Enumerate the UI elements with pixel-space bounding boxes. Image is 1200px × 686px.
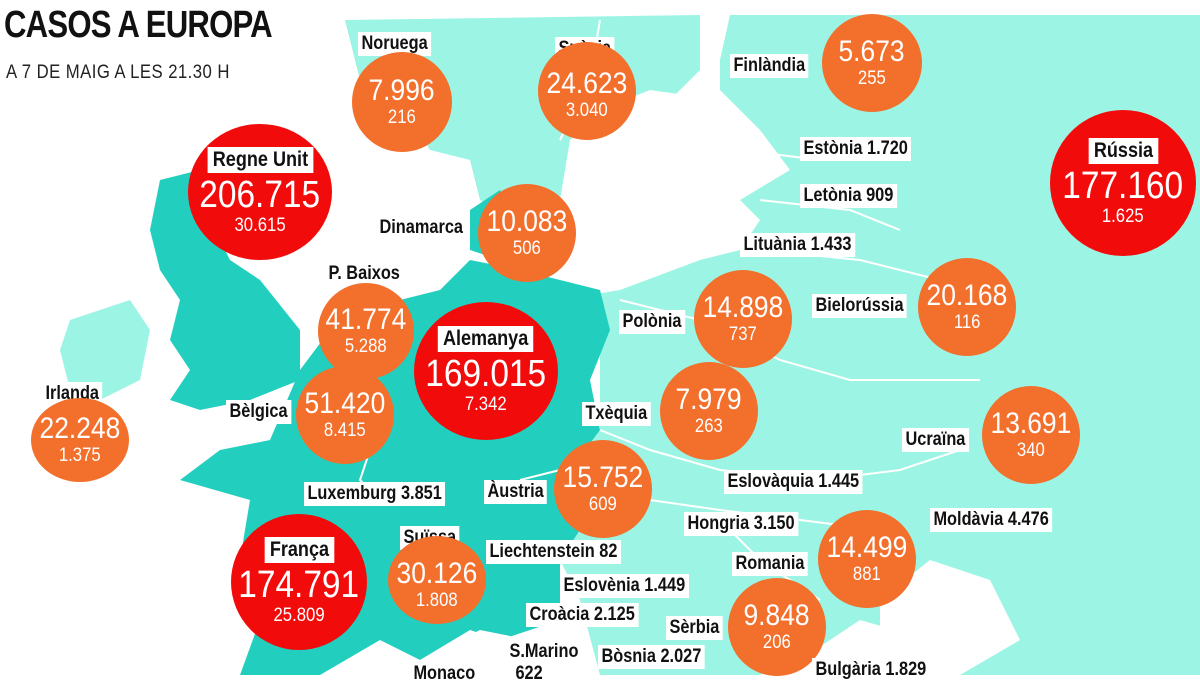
label-romania: Romania	[732, 552, 808, 576]
label-lituania: Lituània 1.433	[740, 233, 855, 257]
bubble-txequia: 7.979 263	[660, 362, 758, 460]
label-finlandia: Finlàndia	[730, 54, 809, 78]
label-hongria: Hongria 3.150	[684, 512, 799, 536]
country-name: França	[264, 537, 334, 563]
cases-value: 7.996	[368, 74, 436, 107]
bubble-noruega: 7.996 216	[352, 52, 452, 152]
cases-value: 7.979	[675, 383, 743, 416]
deaths-value: 5.288	[345, 336, 387, 357]
label-ucraina: Ucraïna	[902, 428, 969, 452]
label-monaco: Monaco	[410, 662, 479, 686]
cases-value: 177.160	[1062, 165, 1184, 207]
cases-value: 14.499	[826, 531, 908, 564]
bubble-p-baixos: 41.774 5.288	[318, 283, 414, 379]
bubble-ucraina: 13.691 340	[982, 386, 1080, 484]
label-estonia: Estònia 1.720	[800, 137, 912, 161]
britain-land	[150, 170, 300, 410]
label-liechtenstein: Liechtenstein 82	[486, 540, 621, 564]
label-bosnia: Bòsnia 2.027	[598, 645, 705, 669]
bubble-finlandia: 5.673 255	[822, 14, 922, 112]
bubble-serbia: 9.848 206	[728, 578, 826, 676]
label-belgica: Bèlgica	[226, 400, 292, 424]
bubble-romania: 14.499 881	[818, 510, 916, 608]
bubble-austria: 15.752 609	[554, 440, 652, 538]
label-txequia: Txèquia	[582, 402, 651, 426]
label-san-marino-value: 622	[512, 662, 547, 686]
cases-value: 30.126	[396, 557, 478, 590]
deaths-value: 216	[388, 107, 416, 128]
label-eslovaquia: Eslovàquia 1.445	[724, 470, 863, 494]
deaths-value: 25.809	[273, 605, 325, 626]
bubble-alemanya: Alemanya 169.015 7.342	[414, 302, 558, 440]
cases-value: 24.623	[546, 67, 628, 100]
deaths-value: 3.040	[566, 100, 608, 121]
cases-value: 22.248	[39, 412, 121, 445]
label-luxemburg: Luxemburg 3.851	[304, 482, 446, 506]
deaths-value: 1.808	[416, 590, 458, 611]
deaths-value: 881	[853, 564, 881, 585]
deaths-value: 7.342	[465, 394, 507, 415]
baltic-sea	[540, 90, 760, 290]
deaths-value: 506	[513, 238, 541, 259]
deaths-value: 8.415	[324, 420, 366, 441]
bubble-bielorussia: 20.168 116	[918, 258, 1016, 356]
cases-value: 5.673	[838, 35, 906, 68]
cases-value: 13.691	[990, 407, 1072, 440]
bubble-polonia: 14.898 737	[694, 270, 792, 368]
cases-value: 20.168	[926, 279, 1008, 312]
bubble-russia: Rússia 177.160 1.625	[1050, 110, 1196, 256]
bubble-franca: França 174.791 25.809	[231, 514, 367, 650]
label-bielorussia: Bielorússia	[812, 294, 907, 318]
label-croacia: Croàcia 2.125	[526, 603, 639, 627]
label-moldavia: Moldàvia 4.476	[930, 508, 1053, 532]
deaths-value: 1.375	[59, 445, 101, 466]
bubble-belgica: 51.420 8.415	[296, 366, 394, 464]
deaths-value: 340	[1017, 440, 1045, 461]
deaths-value: 737	[729, 324, 757, 345]
deaths-value: 30.615	[234, 215, 286, 236]
cases-value: 15.752	[562, 461, 644, 494]
deaths-value: 609	[589, 494, 617, 515]
deaths-value: 263	[695, 416, 723, 437]
cases-value: 169.015	[425, 353, 547, 395]
bubble-regne-unit: Regne Unit 206.715 30.615	[188, 124, 332, 260]
cases-value: 51.420	[304, 387, 386, 420]
ireland-land	[60, 300, 150, 400]
cases-value: 206.715	[199, 174, 321, 216]
country-name: Regne Unit	[207, 147, 313, 173]
deaths-value: 206	[763, 632, 791, 653]
deaths-value: 255	[858, 68, 886, 89]
label-letonia: Letònia 909	[800, 184, 897, 208]
country-name: Alemanya	[438, 326, 534, 352]
label-san-marino: S.Marino	[506, 640, 582, 664]
cases-value: 174.791	[238, 564, 360, 606]
cases-value: 10.083	[486, 205, 568, 238]
bubble-dinamarca: 10.083 506	[478, 184, 576, 282]
label-austria: Àustria	[484, 480, 548, 504]
page-subtitle: A 7 DE MAIG A LES 21.30 H	[6, 62, 230, 83]
label-p-baixos: P. Baixos	[325, 262, 404, 286]
page-title: CASOS A EUROPA	[4, 4, 273, 46]
bubble-suecia: 24.623 3.040	[538, 42, 636, 140]
bubble-suissa: 30.126 1.808	[388, 536, 486, 624]
label-bulgaria: Bulgària 1.829	[812, 658, 930, 682]
bubble-irlanda: 22.248 1.375	[31, 398, 129, 482]
label-polonia: Polònia	[619, 310, 685, 334]
label-serbia: Sèrbia	[666, 616, 723, 640]
deaths-value: 1.625	[1102, 206, 1144, 227]
black-sea	[880, 560, 1020, 675]
deaths-value: 116	[953, 312, 981, 333]
label-eslovenia: Eslovènia 1.449	[560, 574, 689, 598]
cases-value: 41.774	[325, 303, 407, 336]
cases-value: 14.898	[702, 291, 784, 324]
label-dinamarca: Dinamarca	[376, 216, 467, 240]
cases-value: 9.848	[743, 599, 811, 632]
country-name: Rússia	[1088, 138, 1158, 164]
